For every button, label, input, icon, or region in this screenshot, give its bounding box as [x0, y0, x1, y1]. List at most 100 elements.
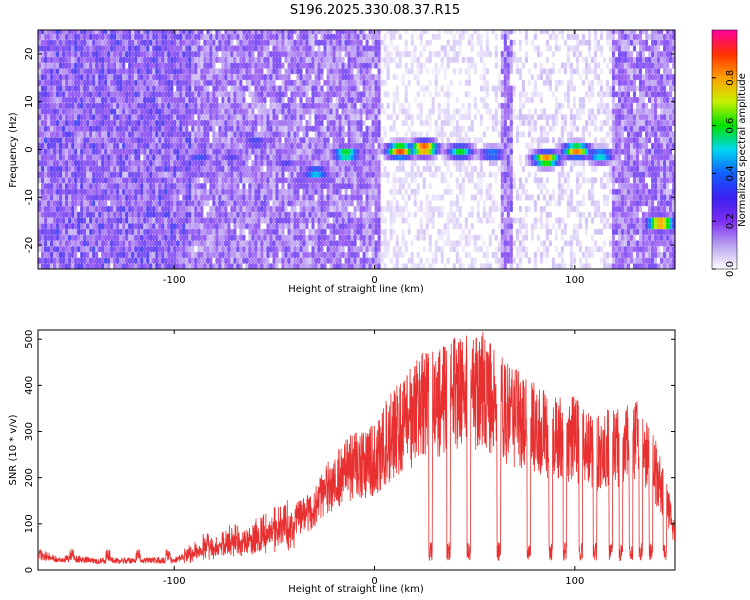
spectrogram-cell — [248, 56, 252, 63]
spectrogram-cell — [278, 223, 282, 230]
spectrogram-cell — [332, 194, 336, 201]
spectrogram-cell — [155, 183, 159, 190]
spectrogram-cell — [152, 79, 156, 86]
spectrogram-cell — [302, 108, 306, 115]
spectrogram-cell — [323, 165, 327, 172]
spectrogram-cell — [368, 74, 372, 81]
spectrogram-cell — [290, 108, 294, 115]
spectrogram-cell — [377, 148, 381, 155]
spectrogram-cell — [371, 142, 375, 149]
spectrogram-cell — [98, 108, 102, 115]
spectrogram-cell — [359, 194, 363, 201]
spectrogram-cell — [221, 183, 225, 190]
spectrogram-cell — [41, 56, 45, 63]
spectrogram-cell — [77, 114, 81, 121]
spectrogram-cell — [143, 137, 147, 144]
spectrogram-cell — [71, 119, 75, 127]
spectrogram-cell — [155, 205, 159, 213]
spectrogram-cell — [314, 142, 318, 149]
spectrogram-cell — [158, 30, 162, 35]
spectrogram-cell — [122, 228, 126, 235]
spectrogram-cell — [215, 171, 219, 178]
spectrogram-cell — [185, 165, 189, 172]
spectrogram-cell — [158, 79, 162, 86]
spectrogram-cell — [275, 96, 279, 104]
spectrogram-cell — [164, 125, 168, 132]
spectrogram-cell — [122, 56, 126, 63]
spectrogram-cell — [230, 79, 234, 86]
spectrogram-cell — [149, 228, 153, 235]
spectrogram-cell — [221, 257, 225, 264]
spectrogram-cell — [224, 154, 228, 161]
spectrogram-cell — [86, 257, 90, 264]
spectrogram-cell — [149, 119, 153, 127]
spectrogram-cell — [398, 211, 402, 218]
spectrogram-cell — [170, 56, 174, 63]
spectrogram-cell — [41, 108, 45, 115]
spectrogram-cell — [206, 160, 210, 167]
spectrogram-cell — [125, 183, 129, 190]
spectrogram-cell — [347, 217, 351, 224]
spectrogram-cell — [239, 257, 243, 264]
spectrogram-cell — [80, 228, 84, 235]
spectrogram-cell — [299, 114, 303, 121]
spectrogram-cell — [137, 96, 141, 104]
spectrogram-cell — [329, 165, 333, 172]
spectrogram-cell — [230, 91, 234, 98]
spectrogram-cell — [38, 91, 42, 98]
spectrogram-cell — [41, 154, 45, 161]
spectrogram-cell — [173, 171, 177, 178]
spectrogram-cell — [104, 171, 108, 178]
spectrogram-cell — [89, 131, 93, 138]
spectrogram-cell — [359, 30, 363, 35]
spectrogram-cell — [329, 205, 333, 213]
spectrogram-cell — [125, 263, 129, 269]
spectrogram-cell — [131, 148, 135, 155]
spectrogram-cell — [272, 68, 276, 75]
spectrogram-cell — [59, 211, 63, 218]
spectrogram-cell — [92, 39, 96, 46]
spectrogram-cell — [59, 148, 63, 155]
spectrogram-cell — [182, 246, 186, 253]
spectrogram-cell — [197, 234, 201, 241]
spectrogram-cell — [272, 108, 276, 115]
spectrogram-cell — [62, 257, 66, 264]
spectrogram-cell — [77, 194, 81, 201]
spectrogram-cell — [263, 211, 267, 218]
spectrogram-cell — [251, 148, 255, 155]
spectrogram-cell — [335, 119, 339, 127]
spectrogram-cell — [287, 177, 291, 184]
spectrogram-cell — [71, 79, 75, 86]
spectrogram-cell — [266, 85, 270, 92]
spectrogram-cell — [344, 114, 348, 121]
spectrogram-cell — [191, 240, 195, 247]
spectrogram-cell — [140, 165, 144, 172]
spectrogram-cell — [206, 62, 210, 69]
spectrogram-cell — [272, 114, 276, 121]
spectrogram-cell — [242, 251, 246, 258]
spectrogram-cell — [173, 68, 177, 75]
spectrogram-cell — [212, 85, 216, 92]
spectrogram-cell — [113, 223, 117, 230]
spectrogram-cell — [128, 33, 132, 40]
spectrogram-cell — [218, 223, 222, 230]
spectrogram-cell — [224, 131, 228, 138]
spectrogram-cell — [338, 119, 342, 127]
spectrogram-cell — [200, 263, 204, 269]
spectrogram-cell — [92, 257, 96, 264]
spectrogram-cell — [428, 240, 432, 247]
spectrogram-cell — [212, 205, 216, 213]
spectrogram-cell — [152, 234, 156, 241]
spectrogram-cell — [140, 137, 144, 144]
spectrogram-cell — [218, 74, 222, 81]
spectrogram-cell — [296, 183, 300, 190]
spectrogram-cell — [293, 263, 297, 269]
spectrogram-cell — [200, 154, 204, 161]
spectrogram-cell — [320, 30, 324, 35]
spectrogram-cell — [128, 102, 132, 109]
spectrogram-cell — [227, 68, 231, 75]
spectrogram-cell — [263, 39, 267, 46]
spectrogram-cell — [185, 74, 189, 81]
spectrogram-cell — [74, 39, 78, 46]
spectrogram-cell — [290, 217, 294, 224]
